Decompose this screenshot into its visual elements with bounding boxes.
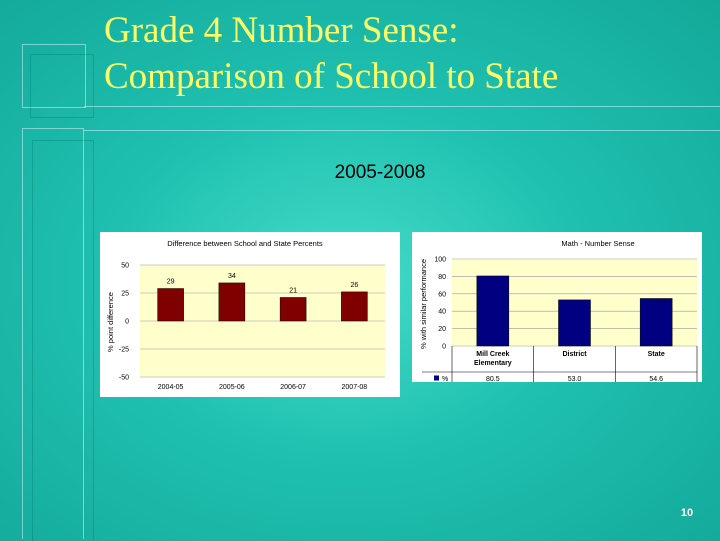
chart2-xtick: State bbox=[648, 351, 665, 358]
deco-frame-left-shadow bbox=[32, 140, 94, 541]
chart1-xtick: 2007-08 bbox=[342, 384, 368, 391]
chart2-ytick: 40 bbox=[438, 309, 446, 316]
chart2-bar bbox=[639, 298, 673, 347]
chart1-ylabel: % point difference bbox=[106, 292, 115, 352]
chart2-bar bbox=[558, 299, 591, 347]
chart1-data-label: 34 bbox=[228, 273, 236, 280]
chart2-table-value: 54.6 bbox=[649, 376, 663, 382]
slide-title-line2: Comparison of School to State bbox=[104, 56, 559, 97]
chart1-ytick: -25 bbox=[119, 347, 129, 354]
chart1-ytick: 50 bbox=[121, 263, 129, 270]
chart1-bar bbox=[279, 297, 307, 322]
chart2-bar bbox=[476, 275, 510, 347]
chart1-ytick: 0 bbox=[125, 319, 129, 326]
chart1-bar bbox=[157, 288, 184, 322]
chart1-data-label: 21 bbox=[289, 287, 297, 294]
chart1-data-label: 29 bbox=[167, 279, 175, 286]
slide-subtitle: 2005-2008 bbox=[334, 162, 426, 183]
deco-frame-top-left-shadow bbox=[30, 54, 94, 118]
difference-chart: Difference between School and State Perc… bbox=[100, 232, 400, 397]
number-sense-chart: Math - Number Sense % with similar perfo… bbox=[412, 232, 702, 382]
chart1-bar bbox=[218, 282, 246, 322]
chart2-table-value: 53.0 bbox=[568, 376, 582, 382]
chart2-ytick: 100 bbox=[434, 257, 446, 264]
chart2-title: Math - Number Sense bbox=[561, 239, 634, 248]
chart2-ytick: 0 bbox=[442, 344, 446, 351]
chart1-bar bbox=[341, 291, 368, 322]
chart2-ytick: 80 bbox=[438, 274, 446, 281]
chart1-ytick: 25 bbox=[121, 291, 129, 298]
chart1-xtick: 2005-06 bbox=[219, 384, 245, 391]
deco-frame-left bbox=[22, 128, 84, 539]
chart2-xtick: District bbox=[562, 351, 587, 358]
deco-line-mid bbox=[84, 130, 720, 131]
deco-frame-top-left bbox=[22, 44, 86, 108]
chart1-title: Difference between School and State Perc… bbox=[167, 239, 323, 248]
chart2-xtick: Mill Creek Elementary bbox=[474, 351, 512, 367]
chart2-table-value: 80.5 bbox=[486, 376, 500, 382]
chart2-ytick: 20 bbox=[438, 326, 446, 333]
chart1-xtick: 2006-07 bbox=[280, 384, 306, 391]
slide-title-line1: Grade 4 Number Sense: bbox=[104, 10, 459, 51]
chart2-ytick: 60 bbox=[438, 291, 446, 298]
legend-label: % bbox=[442, 376, 448, 382]
chart1-ytick: -50 bbox=[119, 375, 129, 382]
page-number: 10 bbox=[680, 507, 694, 519]
chart1-data-label: 26 bbox=[350, 282, 358, 289]
legend-swatch bbox=[434, 375, 439, 381]
deco-line-top bbox=[84, 106, 720, 107]
chart2-ylabel: % with similar performance bbox=[419, 259, 428, 349]
chart1-xtick: 2004-05 bbox=[158, 384, 184, 391]
